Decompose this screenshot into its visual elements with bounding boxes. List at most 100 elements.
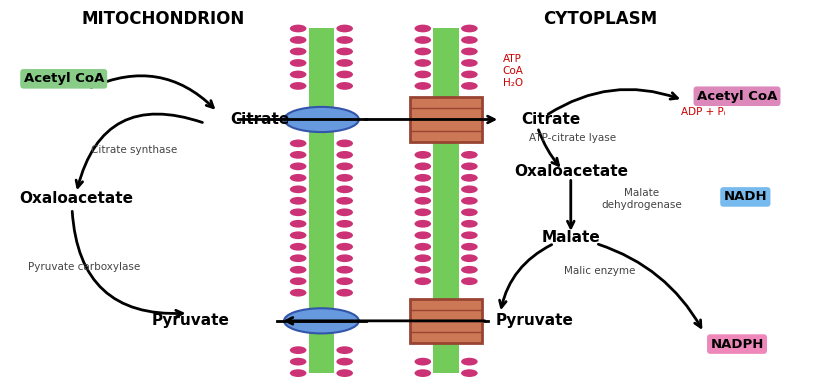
Circle shape (414, 59, 431, 67)
Circle shape (461, 25, 478, 32)
Circle shape (414, 36, 431, 44)
Circle shape (414, 174, 431, 182)
Circle shape (414, 25, 431, 32)
Circle shape (290, 369, 306, 377)
Bar (410, 299, 482, 343)
Circle shape (290, 346, 306, 354)
Circle shape (461, 174, 478, 182)
Circle shape (461, 151, 478, 159)
Circle shape (461, 220, 478, 228)
Circle shape (461, 254, 478, 262)
Circle shape (290, 231, 306, 239)
Text: NADPH: NADPH (711, 338, 764, 351)
Circle shape (461, 243, 478, 251)
Circle shape (461, 266, 478, 274)
Circle shape (336, 277, 353, 285)
Text: Pyruvate: Pyruvate (496, 313, 574, 328)
Circle shape (290, 197, 306, 205)
Circle shape (461, 59, 478, 67)
Circle shape (290, 254, 306, 262)
Text: Oxaloacetate: Oxaloacetate (19, 191, 133, 206)
Text: ADP + Pᵢ: ADP + Pᵢ (681, 107, 726, 117)
Circle shape (290, 59, 306, 67)
Circle shape (414, 197, 431, 205)
Circle shape (414, 208, 431, 216)
Circle shape (290, 277, 306, 285)
Circle shape (414, 243, 431, 251)
Text: ATP
CoA
H₂O: ATP CoA H₂O (502, 54, 523, 89)
Circle shape (414, 369, 431, 377)
Circle shape (461, 358, 478, 365)
Circle shape (414, 231, 431, 239)
Circle shape (336, 82, 353, 90)
Circle shape (461, 208, 478, 216)
Circle shape (414, 71, 431, 78)
Circle shape (414, 277, 431, 285)
Circle shape (336, 25, 353, 32)
Circle shape (336, 208, 353, 216)
Circle shape (414, 220, 431, 228)
Circle shape (336, 48, 353, 55)
Circle shape (290, 289, 306, 296)
Circle shape (461, 71, 478, 78)
Circle shape (461, 48, 478, 55)
Circle shape (336, 289, 353, 296)
Circle shape (461, 277, 478, 285)
Circle shape (414, 82, 431, 90)
Circle shape (461, 82, 478, 90)
Circle shape (336, 358, 353, 365)
Text: Oxaloacetate: Oxaloacetate (514, 164, 628, 179)
Circle shape (336, 71, 353, 78)
Circle shape (336, 186, 353, 193)
Circle shape (414, 48, 431, 55)
Circle shape (414, 186, 431, 193)
Text: CYTOPLASM: CYTOPLASM (543, 10, 657, 28)
Circle shape (336, 151, 353, 159)
Circle shape (461, 36, 478, 44)
Text: ATP-citrate lyase: ATP-citrate lyase (530, 133, 616, 143)
Text: Citrate: Citrate (521, 112, 580, 127)
Text: Malate
dehydrogenase: Malate dehydrogenase (601, 188, 682, 210)
Circle shape (290, 36, 306, 44)
Circle shape (336, 140, 353, 147)
Circle shape (414, 254, 431, 262)
Circle shape (290, 140, 306, 147)
Circle shape (290, 266, 306, 274)
Text: Citrate: Citrate (230, 112, 289, 127)
Circle shape (336, 59, 353, 67)
Bar (434, 28, 459, 373)
Circle shape (414, 151, 431, 159)
Circle shape (336, 197, 353, 205)
Text: Citrate synthase: Citrate synthase (91, 145, 178, 156)
Circle shape (290, 208, 306, 216)
Circle shape (336, 220, 353, 228)
Text: Pyruvate: Pyruvate (152, 313, 230, 328)
Circle shape (290, 243, 306, 251)
Circle shape (290, 186, 306, 193)
Circle shape (290, 48, 306, 55)
Text: MITOCHONDRION: MITOCHONDRION (82, 10, 245, 28)
Circle shape (336, 369, 353, 377)
Circle shape (414, 358, 431, 365)
Circle shape (290, 151, 306, 159)
Circle shape (336, 243, 353, 251)
Bar (410, 97, 482, 142)
Circle shape (461, 231, 478, 239)
Circle shape (336, 254, 353, 262)
Ellipse shape (284, 107, 359, 132)
Circle shape (290, 220, 306, 228)
Text: Acetyl CoA: Acetyl CoA (697, 90, 777, 103)
Circle shape (461, 197, 478, 205)
Text: NADH: NADH (724, 190, 767, 204)
Circle shape (336, 231, 353, 239)
Circle shape (290, 358, 306, 365)
Circle shape (461, 186, 478, 193)
Circle shape (290, 82, 306, 90)
Text: Pyruvate carboxylase: Pyruvate carboxylase (28, 262, 141, 272)
Circle shape (290, 25, 306, 32)
Circle shape (336, 36, 353, 44)
Text: Malate: Malate (541, 230, 600, 245)
Circle shape (336, 266, 353, 274)
Circle shape (336, 163, 353, 170)
Circle shape (414, 163, 431, 170)
